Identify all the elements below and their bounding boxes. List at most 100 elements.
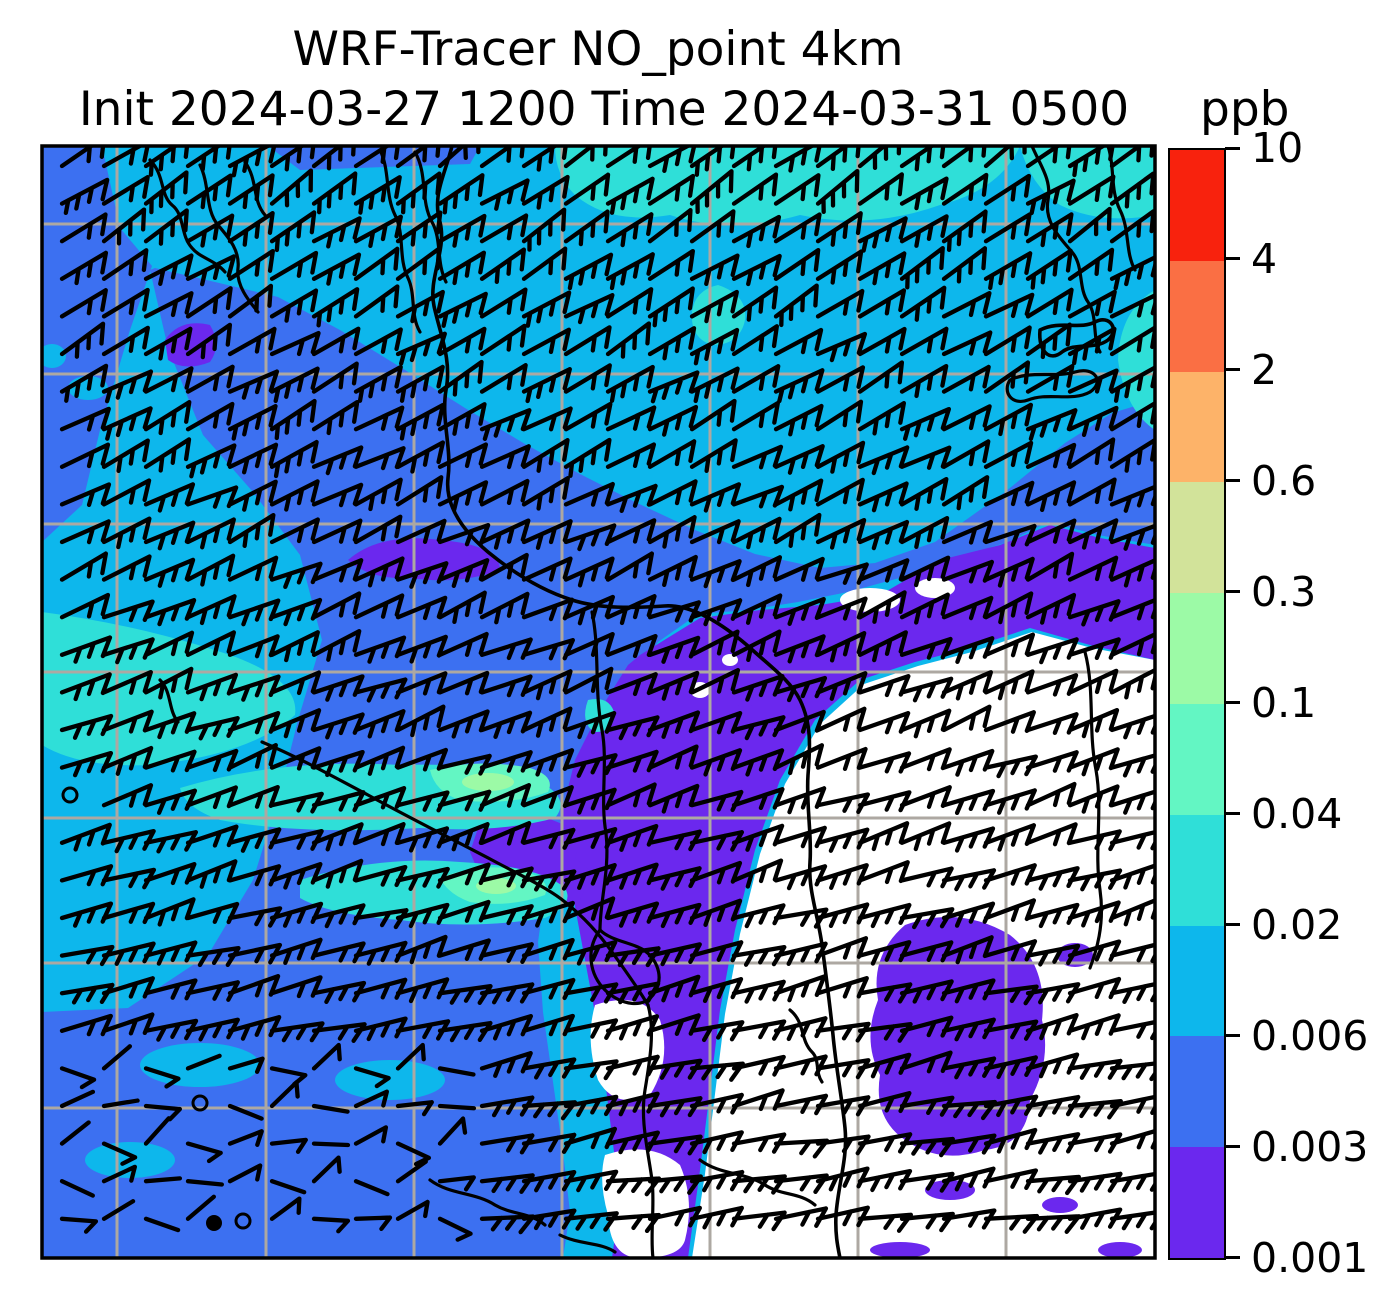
wind-barb: [479, 247, 526, 285]
calm-wind-dot: [206, 1215, 222, 1231]
wind-barb: [227, 210, 275, 247]
wind-barb: [773, 974, 827, 1003]
wind-barb: [521, 1100, 578, 1121]
wind-barb: [983, 591, 1034, 625]
wind-barb: [647, 173, 696, 206]
wind-barb: [143, 1066, 181, 1089]
wind-barb: [941, 1099, 997, 1121]
colorbar-tick-label: 0.003: [1251, 1122, 1369, 1171]
wind-barb: [185, 213, 235, 248]
wind-barb: [941, 978, 996, 1004]
wind-barb: [227, 1163, 263, 1184]
wind-barb: [521, 246, 568, 281]
wind-barb: [731, 715, 786, 741]
wind-barb: [647, 146, 698, 173]
wind-barb: [101, 783, 154, 808]
contour-region: [1098, 1242, 1142, 1258]
wind-barb: [731, 555, 783, 588]
wind-barb: [731, 214, 782, 249]
wind-barb: [689, 398, 737, 432]
wind-barb: [311, 216, 362, 249]
wind-barb: [1025, 248, 1073, 290]
wind-barb: [647, 902, 702, 929]
wind-barb: [899, 285, 947, 322]
wind-barb: [773, 864, 828, 891]
contour-region: [602, 1149, 689, 1258]
wind-barb: [857, 172, 904, 206]
wind-barb: [269, 398, 317, 441]
wind-barb: [899, 592, 950, 625]
wind-barb: [563, 753, 618, 778]
coastline-path: [1038, 318, 1115, 358]
wind-barb: [311, 1042, 342, 1071]
wind-barb: [1067, 747, 1120, 777]
wind-barb: [227, 1056, 265, 1074]
wind-barb: [269, 517, 320, 545]
wind-barb: [101, 669, 153, 695]
wind-barb: [773, 512, 822, 548]
wind-barb: [731, 285, 779, 322]
wind-barb: [773, 146, 823, 173]
wind-barb: [227, 248, 275, 281]
wind-barb: [269, 288, 319, 323]
wind-barb: [437, 480, 489, 512]
wind-barb: [101, 1199, 136, 1221]
wind-barb: [815, 671, 868, 701]
wind-barb: [395, 246, 442, 281]
wind-barb: [773, 247, 821, 281]
wind-barb: [605, 405, 657, 432]
wind-barb: [605, 901, 660, 928]
wind-barb: [437, 442, 489, 469]
wind-barb: [101, 1141, 138, 1166]
wind-barb: [353, 1016, 408, 1042]
colorbar-tick-label: 0.1: [1251, 678, 1317, 727]
wind-barb: [479, 323, 527, 357]
wind-barb: [1025, 781, 1077, 808]
wind-barb: [437, 291, 488, 328]
wind-barb: [311, 399, 360, 436]
wind-barb: [647, 670, 700, 701]
wind-barb: [773, 368, 825, 404]
contour-region: [735, 693, 755, 707]
wind-barb: [731, 444, 784, 470]
wind-barb: [731, 253, 782, 287]
wind-barb: [185, 364, 235, 394]
wind-barb: [143, 482, 196, 513]
wind-barb: [983, 788, 1037, 815]
wind-barb: [101, 1044, 133, 1071]
wind-barb: [59, 442, 111, 469]
wind-barb: [941, 172, 989, 206]
wind-barb: [101, 248, 149, 281]
wind-barb: [311, 941, 366, 964]
colorbar-tick-mark: [1225, 1145, 1240, 1149]
wind-barb: [1025, 1174, 1081, 1196]
wind-barb: [647, 286, 695, 328]
wind-barb: [815, 517, 867, 550]
wind-barb: [857, 558, 910, 583]
wind-barb: [689, 629, 740, 657]
wind-barb: [479, 287, 528, 319]
wind-barb: [185, 1194, 217, 1221]
colorbar-tick-label: 0.02: [1251, 900, 1343, 949]
wind-barb: [311, 674, 365, 702]
wind-barb: [983, 632, 1036, 658]
wind-barb: [1067, 247, 1115, 281]
wind-barb: [983, 556, 1035, 588]
wind-barb: [311, 287, 360, 328]
colorbar-units-label: ppb: [1200, 82, 1290, 137]
wind-barb: [773, 327, 824, 357]
wind-barb: [185, 859, 238, 889]
wind-barb: [689, 598, 743, 627]
wind-barb: [1025, 1052, 1080, 1079]
wind-barb: [815, 399, 864, 432]
wind-barb: [605, 672, 658, 697]
wind-barb: [185, 1179, 224, 1187]
wind-barb: [353, 446, 406, 471]
wind-barb: [899, 176, 949, 211]
contour-region: [840, 588, 900, 612]
colorbar-tick-label: 10: [1251, 124, 1304, 172]
wind-barb: [941, 475, 990, 511]
wind-barb: [1109, 861, 1155, 890]
wind-barb: [857, 146, 902, 170]
wind-barb: [227, 442, 279, 475]
